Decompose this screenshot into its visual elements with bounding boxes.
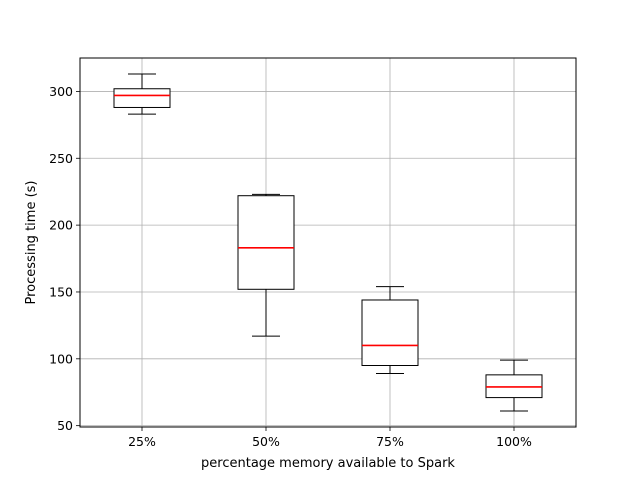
x-axis-label: percentage memory available to Spark bbox=[201, 456, 455, 471]
iqr-box bbox=[113, 88, 171, 108]
plot-area-frame bbox=[79, 57, 577, 428]
x-tick-label: 75% bbox=[376, 434, 404, 449]
x-tick-label: 100% bbox=[496, 434, 532, 449]
y-tick-label: 50 bbox=[57, 418, 73, 433]
y-tick-label: 300 bbox=[49, 84, 73, 99]
iqr-box bbox=[237, 195, 295, 290]
box-100pct bbox=[485, 359, 543, 412]
y-tick-label: 250 bbox=[49, 151, 73, 166]
y-tick-label: 150 bbox=[49, 284, 73, 299]
y-axis-label: Processing time (s) bbox=[24, 181, 39, 305]
box-series bbox=[113, 73, 543, 412]
iqr-box bbox=[361, 299, 419, 367]
box-25pct bbox=[113, 73, 171, 115]
x-tick-label: 25% bbox=[128, 434, 156, 449]
box-50pct bbox=[237, 193, 295, 337]
y-tick-label: 100 bbox=[49, 351, 73, 366]
grid-lines bbox=[80, 58, 576, 427]
box-75pct bbox=[361, 286, 419, 375]
y-tick-label: 200 bbox=[49, 218, 73, 233]
x-tick-label: 50% bbox=[252, 434, 280, 449]
axis-ticks: 50 100 150 200 250 300 25% 50% 75% 100% bbox=[49, 84, 532, 449]
